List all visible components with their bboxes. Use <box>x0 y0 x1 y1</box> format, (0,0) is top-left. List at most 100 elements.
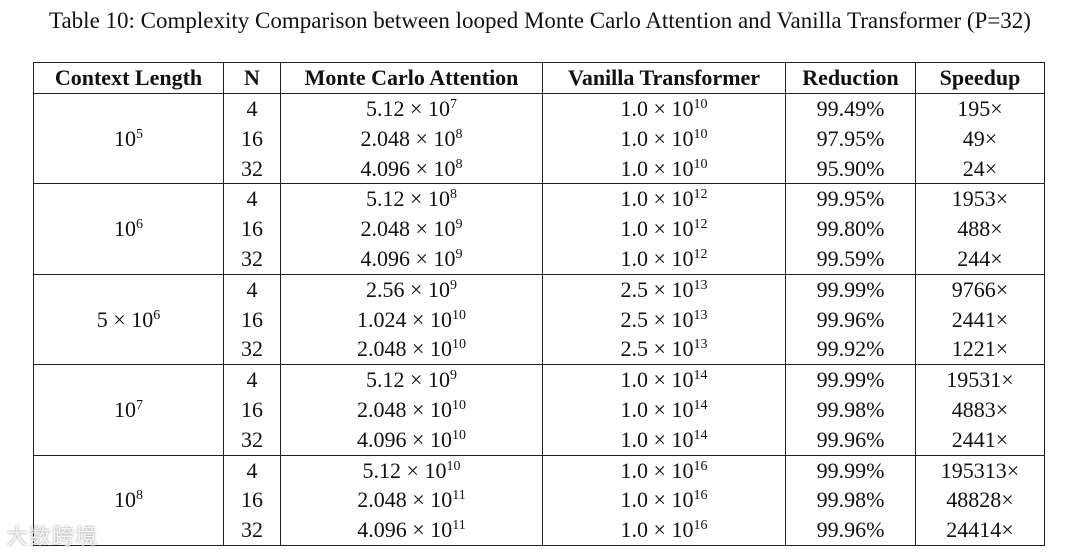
reduction-cell: 99.98% <box>785 394 916 425</box>
speedup-cell: 49× <box>915 123 1045 154</box>
context-base: 10 <box>114 487 136 513</box>
n-cell: 4 <box>223 273 281 305</box>
cell-exponent: 8 <box>455 156 463 172</box>
table-row: 16 2.048 × 109 1.0 × 1012 99.80% 488× <box>34 214 1045 244</box>
vanilla-transformer-cell: 1.0 × 1014 <box>542 424 786 456</box>
cell-mantissa: 1.0 × 10 <box>620 155 694 181</box>
vanilla-transformer-cell: 1.0 × 1010 <box>542 153 786 184</box>
context-length-cell: 5 × 106 <box>33 273 224 366</box>
cell-mantissa: 1.0 × 10 <box>620 396 694 422</box>
n-cell: 16 <box>223 304 281 335</box>
cell-exponent: 9 <box>455 217 463 233</box>
watermark-logo: 大数跨境 <box>6 525 99 550</box>
table-row: 5 × 106 4 2.56 × 109 2.5 × 1013 99.99% 9766× <box>33 273 1045 366</box>
cell-mantissa: 1.0 × 10 <box>620 457 694 483</box>
cell-mantissa: 2.048 × 10 <box>357 487 453 513</box>
monte-carlo-attention-cell: 2.048 × 1010 <box>280 394 543 425</box>
vanilla-transformer-cell: 1.0 × 1016 <box>542 485 786 516</box>
monte-carlo-attention-cell: 2.048 × 108 <box>280 123 543 154</box>
cell-mantissa: 1.0 × 10 <box>620 245 694 271</box>
n-cell: 4 <box>223 364 281 395</box>
cell-mantissa: 1.024 × 10 <box>357 306 452 332</box>
cell-exponent: 10 <box>451 307 466 323</box>
reduction-cell: 99.96% <box>785 304 916 335</box>
header-speedup: Speedup <box>915 62 1045 94</box>
context-exponent: 5 <box>136 126 143 142</box>
speedup-cell: 488× <box>915 214 1045 244</box>
cell-exponent: 10 <box>693 126 708 142</box>
cell-exponent: 14 <box>693 397 708 413</box>
context-base: 10 <box>114 125 136 151</box>
monte-carlo-attention-cell: 5.12 × 108 <box>280 183 543 215</box>
cell-exponent: 10 <box>451 337 466 353</box>
n-cell: 16 <box>223 123 281 154</box>
n-cell: 16 <box>223 394 281 425</box>
cell-mantissa: 2.5 × 10 <box>620 306 694 332</box>
vanilla-transformer-cell: 1.0 × 1010 <box>542 92 786 124</box>
monte-carlo-attention-cell: 1.024 × 1010 <box>280 304 543 335</box>
monte-carlo-attention-cell: 4.096 × 1011 <box>280 515 543 546</box>
n-cell: 32 <box>223 515 281 546</box>
cell-exponent: 14 <box>693 427 708 443</box>
monte-carlo-attention-cell: 5.12 × 1010 <box>280 454 543 486</box>
vanilla-transformer-cell: 1.0 × 1012 <box>542 183 786 215</box>
cell-exponent: 13 <box>693 307 708 323</box>
table-row: 32 4.096 × 109 1.0 × 1012 99.59% 244× <box>34 243 1045 275</box>
n-cell: 4 <box>223 92 281 124</box>
vanilla-transformer-cell: 1.0 × 1016 <box>542 454 786 486</box>
table-body: 105 4 5.12 × 107 1.0 × 1010 99.49% 195× 16 2.04… <box>33 92 1045 546</box>
cell-exponent: 8 <box>455 126 463 142</box>
table-row: 32 4.096 × 108 1.0 × 1010 95.90% 24× <box>34 153 1045 184</box>
speedup-cell: 19531× <box>915 364 1045 395</box>
cell-mantissa: 2.048 × 10 <box>357 336 452 362</box>
table-row: 16 2.048 × 108 1.0 × 1010 97.95% 49× <box>34 123 1045 154</box>
n-cell: 4 <box>223 183 281 215</box>
reduction-cell: 99.99% <box>785 364 916 395</box>
reduction-cell: 97.95% <box>785 123 916 154</box>
cell-exponent: 10 <box>451 397 466 413</box>
cell-exponent: 12 <box>693 246 708 262</box>
cell-mantissa: 4.096 × 10 <box>357 426 452 452</box>
cell-mantissa: 4.096 × 10 <box>360 245 456 271</box>
cell-exponent: 9 <box>455 246 463 262</box>
cell-exponent: 16 <box>693 518 708 534</box>
cell-mantissa: 4.096 × 10 <box>357 517 453 543</box>
speedup-cell: 1953× <box>915 183 1045 215</box>
header-monte-carlo-attention: Monte Carlo Attention <box>280 62 543 94</box>
table-row: 16 2.048 × 1011 1.0 × 1016 99.98% 48828× <box>34 485 1045 516</box>
n-cell: 32 <box>223 334 281 365</box>
cell-exponent: 11 <box>452 488 466 504</box>
reduction-cell: 99.92% <box>785 334 916 365</box>
speedup-cell: 48828× <box>915 485 1045 516</box>
context-length-cell: 105 <box>33 92 224 185</box>
reduction-cell: 99.99% <box>785 454 916 486</box>
n-cell: 32 <box>223 243 281 275</box>
cell-exponent: 16 <box>693 458 708 474</box>
table-row: 32 4.096 × 1010 1.0 × 1014 99.96% 2441× <box>34 424 1045 456</box>
monte-carlo-attention-cell: 4.096 × 108 <box>280 153 543 184</box>
context-length-cell: 106 <box>33 183 224 275</box>
cell-exponent: 16 <box>693 488 708 504</box>
cell-exponent: 10 <box>446 458 461 474</box>
n-cell: 16 <box>223 214 281 244</box>
vanilla-transformer-cell: 1.0 × 1010 <box>542 123 786 154</box>
cell-exponent: 11 <box>452 518 466 534</box>
context-exponent: 6 <box>136 217 143 233</box>
n-cell: 32 <box>223 424 281 456</box>
context-length-cell: 108 <box>33 454 224 546</box>
vanilla-transformer-cell: 1.0 × 1014 <box>542 364 786 395</box>
table-row: 16 2.048 × 1010 1.0 × 1014 99.98% 4883× <box>34 394 1045 425</box>
context-exponent: 8 <box>136 488 143 504</box>
cell-mantissa: 1.0 × 10 <box>620 487 694 513</box>
cell-exponent: 14 <box>693 368 708 384</box>
reduction-cell: 99.59% <box>785 243 916 275</box>
table-row: 108 4 5.12 × 1010 1.0 × 1016 99.99% 195313× <box>33 454 1045 546</box>
cell-exponent: 10 <box>693 97 708 112</box>
cell-mantissa: 1.0 × 10 <box>620 216 694 242</box>
reduction-cell: 99.96% <box>785 515 916 546</box>
context-base: 10 <box>131 306 154 332</box>
cell-mantissa: 2.5 × 10 <box>620 336 694 362</box>
table-row: 16 1.024 × 1010 2.5 × 1013 99.96% 2441× <box>34 304 1045 335</box>
cell-mantissa: 1.0 × 10 <box>620 125 694 151</box>
cell-mantissa: 5.12 × 10 <box>362 457 447 483</box>
